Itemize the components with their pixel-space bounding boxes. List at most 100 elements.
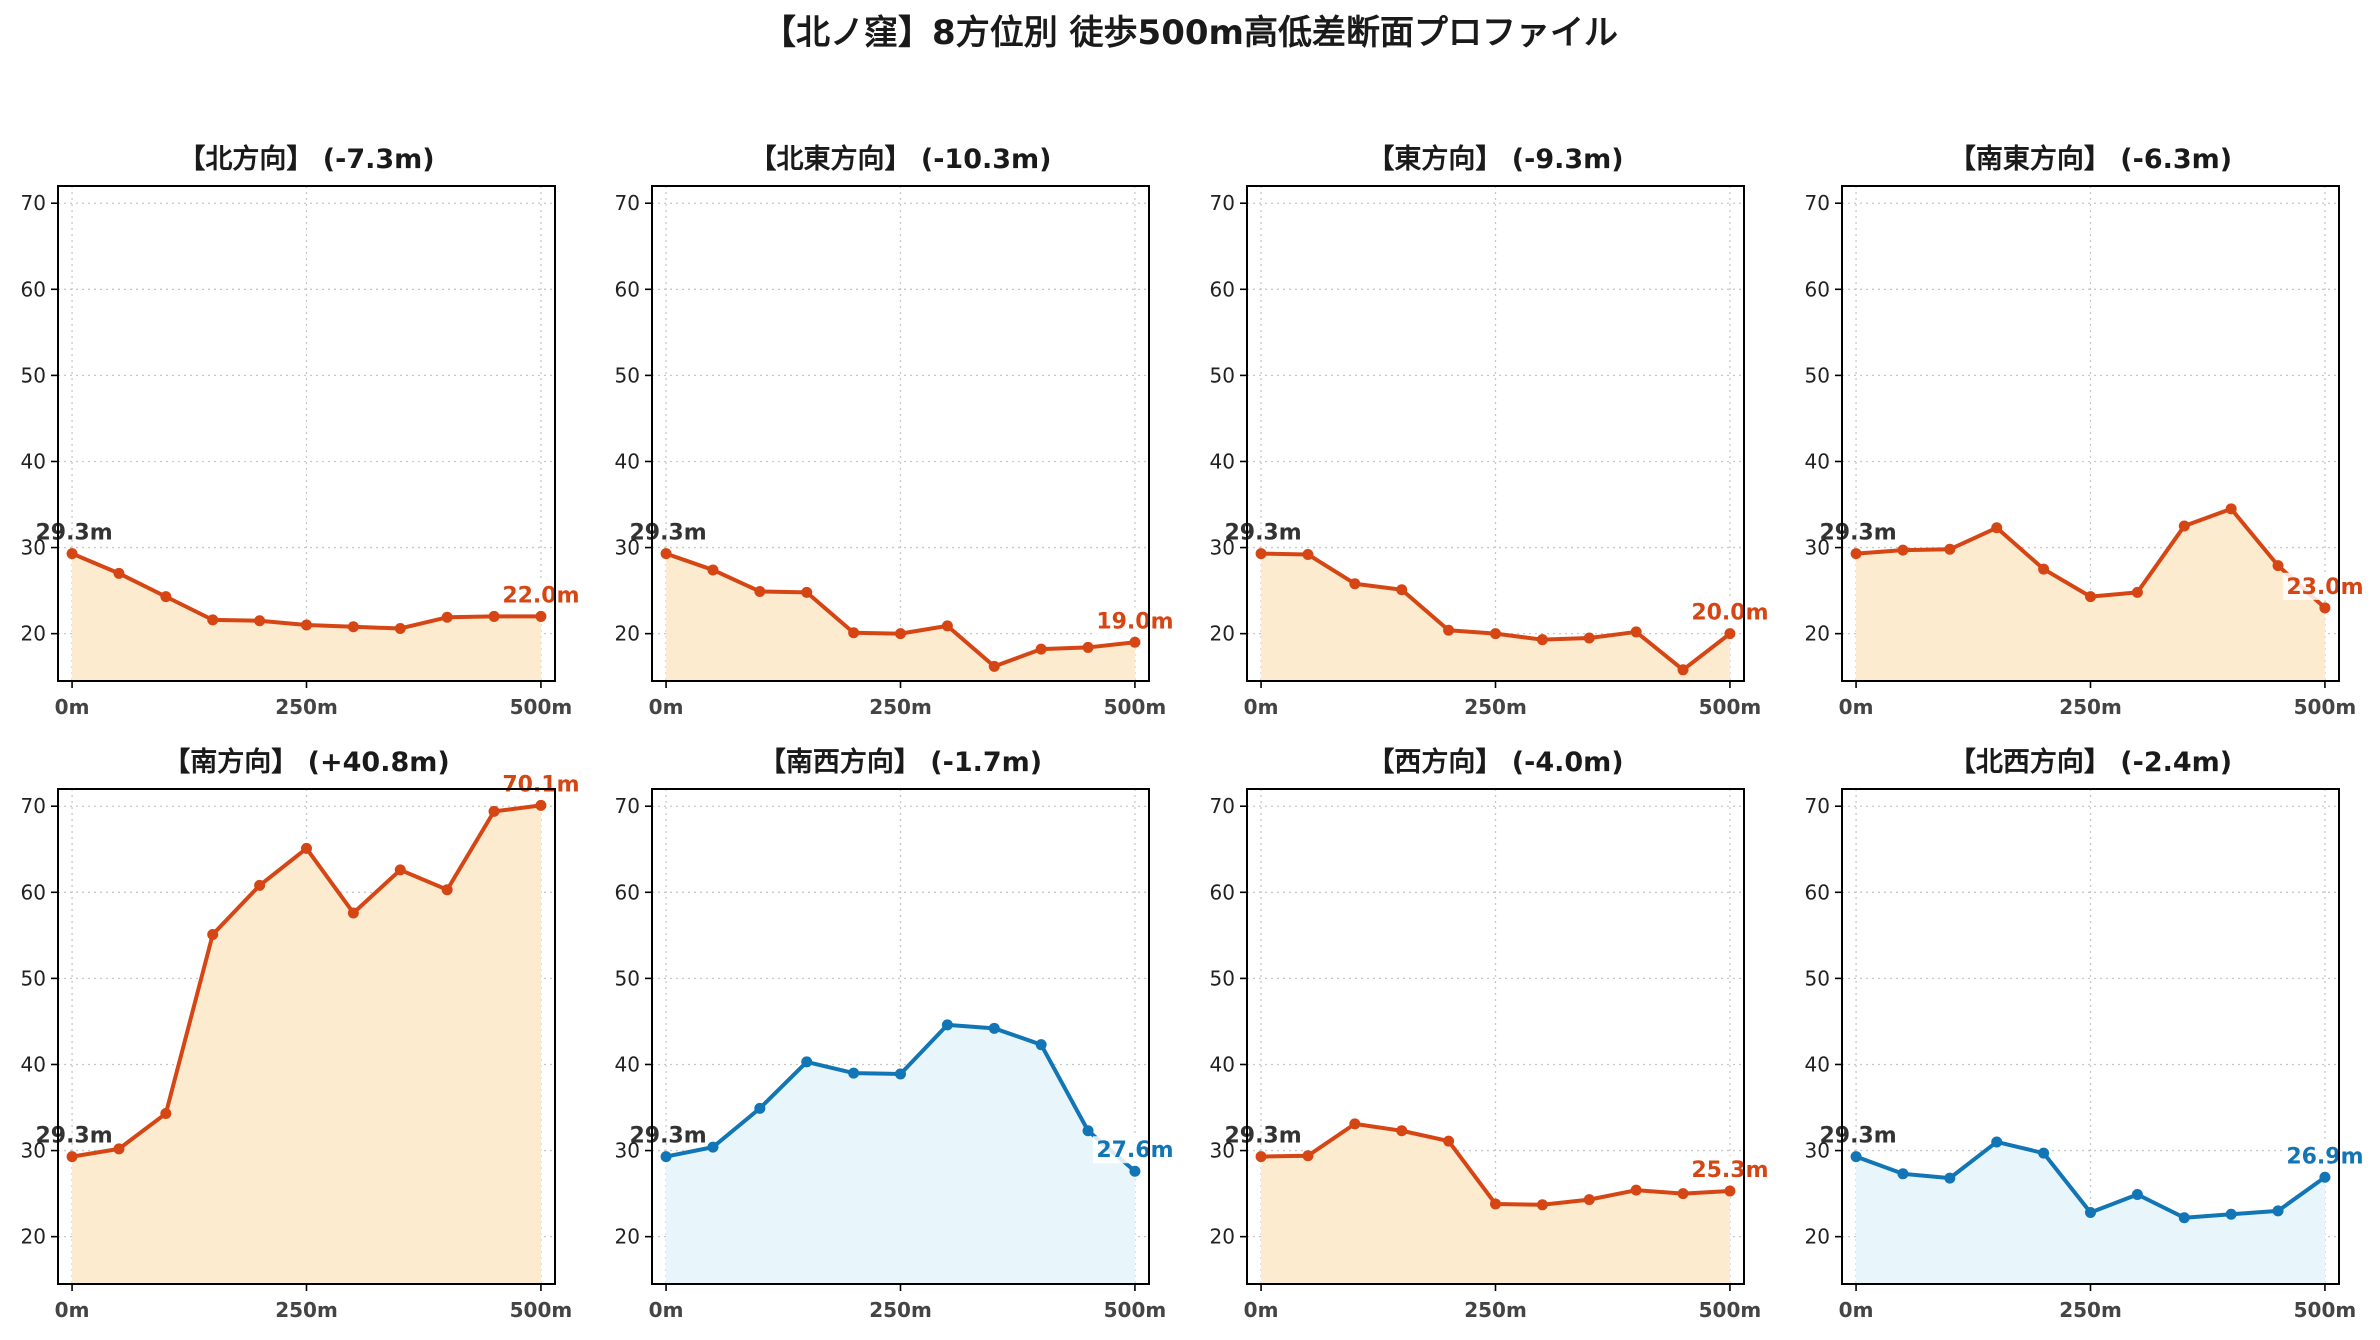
y-tick-label: 60 (1210, 277, 1235, 301)
y-tick-label: 60 (21, 880, 46, 904)
profile-panel-6: 【南西方向】 (-1.7m) 29.3m 27.6m 20 30 40 50 60 70 0m 25… (615, 746, 1177, 1322)
x-tick-label: 250m (869, 695, 932, 719)
x-tick-label: 500m (510, 1298, 573, 1322)
end-label-background (1687, 1156, 1772, 1184)
data-point (1677, 1188, 1689, 1200)
data-point (801, 1056, 813, 1068)
y-tick-label: 30 (1210, 1139, 1235, 1163)
data-point (1302, 548, 1314, 560)
panel-title: 【西方向】 (-4.0m) (1367, 746, 1623, 778)
data-point (66, 548, 78, 560)
y-tick-label: 70 (1805, 191, 1830, 215)
profile-area (1261, 553, 1730, 681)
x-tick-label: 500m (2294, 695, 2357, 719)
data-point (2038, 1147, 2050, 1159)
data-point (1082, 1125, 1094, 1137)
data-point (1677, 664, 1689, 676)
y-tick-label: 60 (1210, 880, 1235, 904)
data-point (113, 1143, 125, 1155)
y-tick-label: 50 (615, 966, 640, 990)
data-point (441, 884, 453, 896)
panel-title: 【北西方向】 (-2.4m) (1949, 746, 2232, 778)
y-tick-label: 20 (1210, 622, 1235, 646)
data-point (160, 1108, 172, 1120)
y-tick-label: 70 (21, 794, 46, 818)
data-point (535, 610, 547, 622)
x-tick-label: 250m (1464, 1298, 1527, 1322)
end-label-background (1687, 598, 1772, 626)
data-point (207, 614, 219, 626)
x-tick-label: 0m (649, 1298, 684, 1322)
data-point (2178, 1212, 2190, 1224)
data-point (1630, 626, 1642, 638)
y-tick-label: 40 (1210, 449, 1235, 473)
profile-panel-2: 【北東方向】 (-10.3m) 29.3m 19.0m 20 30 40 50 60 70 0m 2… (615, 143, 1177, 719)
y-tick-label: 50 (615, 363, 640, 387)
y-tick-label: 30 (21, 1139, 46, 1163)
y-tick-label: 50 (1805, 966, 1830, 990)
y-tick-label: 60 (1805, 277, 1830, 301)
data-point (660, 548, 672, 560)
data-point (848, 627, 860, 639)
end-label-background (498, 770, 583, 798)
figure-title: 【北ノ窪】8方位別 徒歩500m高低差断面プロファイル (762, 13, 1618, 53)
data-point (988, 1022, 1000, 1034)
y-tick-label: 20 (1210, 1225, 1235, 1249)
x-tick-label: 500m (1104, 1298, 1167, 1322)
data-point (2085, 591, 2096, 603)
end-label-background (1092, 607, 1177, 635)
data-point (707, 1141, 719, 1153)
x-tick-label: 0m (649, 695, 684, 719)
start-elevation-label: 29.3m (629, 1124, 706, 1149)
data-point (2178, 520, 2190, 532)
x-tick-label: 0m (1839, 695, 1874, 719)
data-point (1129, 1165, 1141, 1177)
data-point (394, 864, 406, 876)
y-tick-label: 30 (1805, 536, 1830, 560)
data-point (113, 567, 125, 579)
data-point (1396, 1125, 1408, 1137)
end-label-background (1092, 1136, 1177, 1164)
data-point (1035, 643, 1047, 655)
data-point (2038, 563, 2050, 575)
x-tick-label: 0m (1839, 1298, 1874, 1322)
panels: 【北方向】 (-7.3m) 29.3m 22.0m 20 30 40 50 60 70 0m 250… (21, 143, 2367, 1322)
y-tick-label: 70 (21, 191, 46, 215)
data-point (754, 585, 766, 597)
data-point (347, 907, 359, 919)
data-point (66, 1151, 78, 1163)
data-point (1129, 636, 1141, 648)
x-tick-label: 0m (55, 695, 90, 719)
data-point (707, 564, 719, 576)
panel-title: 【東方向】 (-9.3m) (1367, 143, 1623, 175)
end-elevation-label: 70.1m (502, 772, 579, 797)
data-point (941, 1019, 953, 1031)
x-tick-label: 500m (1699, 1298, 1762, 1322)
data-point (1255, 1151, 1267, 1163)
data-point (1944, 543, 1956, 555)
data-point (488, 610, 500, 622)
x-tick-label: 0m (1244, 1298, 1279, 1322)
data-point (1349, 578, 1361, 590)
profile-panel-7: 【西方向】 (-4.0m) 29.3m 25.3m 20 30 40 50 60 70 0m 250… (1210, 746, 1772, 1322)
data-point (1630, 1184, 1642, 1196)
data-point (1583, 1194, 1595, 1206)
y-tick-label: 30 (615, 536, 640, 560)
start-elevation-label: 29.3m (629, 521, 706, 546)
y-tick-label: 40 (615, 449, 640, 473)
y-tick-label: 40 (615, 1052, 640, 1076)
profile-area (1856, 508, 2325, 681)
y-tick-label: 20 (21, 1225, 46, 1249)
data-point (347, 621, 359, 633)
x-tick-label: 500m (2294, 1298, 2357, 1322)
x-tick-label: 250m (1464, 695, 1527, 719)
data-point (1255, 548, 1267, 560)
y-tick-label: 20 (21, 622, 46, 646)
y-tick-label: 30 (21, 536, 46, 560)
y-tick-label: 70 (1805, 794, 1830, 818)
data-point (1583, 632, 1595, 644)
end-elevation-label: 20.0m (1691, 601, 1768, 626)
start-elevation-label: 29.3m (1819, 521, 1896, 546)
data-point (1724, 628, 1736, 640)
